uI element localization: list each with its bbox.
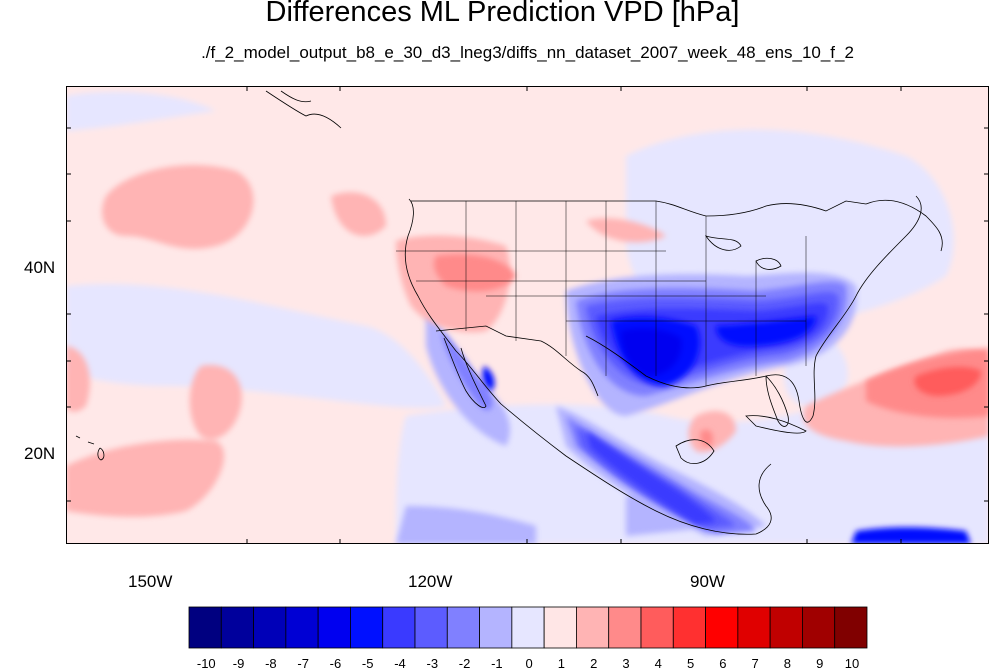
colorbar-swatch	[769, 606, 803, 649]
lon-label-120w: 120W	[408, 572, 453, 591]
colorbar-swatch	[640, 606, 674, 649]
lat-label-20n: 20N	[24, 444, 56, 463]
colorbar-swatch	[285, 606, 319, 649]
colorbar-swatch	[317, 606, 351, 649]
map-svg	[56, 76, 999, 554]
colorbar-tick-label: 8	[783, 656, 792, 671]
colorbar-tick-label: 7	[751, 656, 759, 671]
coastlines	[75, 90, 943, 535]
colorbar-swatch	[188, 606, 222, 649]
state-borders	[396, 201, 807, 386]
colorbar-tick-label: -7	[297, 656, 309, 671]
colorbar-tick-label: -4	[394, 656, 406, 671]
colorbar-tick-label: -3	[426, 656, 439, 671]
contour-neg7	[621, 328, 682, 376]
colorbar-swatch	[220, 606, 254, 649]
colorbar-swatch	[511, 606, 545, 649]
colorbar-swatch	[543, 606, 577, 649]
colorbar-tick-label: 9	[816, 656, 824, 671]
lon-label-150w: 150W	[128, 572, 173, 591]
colorbar-tick-label: 6	[719, 656, 727, 671]
colorbar-tick-label: -5	[361, 656, 374, 671]
colorbar-swatch	[705, 606, 739, 649]
colorbar-tick-label: 5	[686, 656, 695, 671]
colorbar-tick-label: 10	[844, 656, 860, 671]
colorbar-tick-label: -2	[458, 656, 471, 671]
colorbar-swatch	[350, 606, 384, 649]
colorbar-tick-label: -1	[491, 656, 503, 671]
colorbar-swatch	[382, 606, 416, 649]
colorbar-tick-label: -10	[196, 656, 216, 671]
colorbar-tick-label: -6	[329, 656, 342, 671]
lat-label-40n: 40N	[24, 258, 56, 277]
colorbar-swatch	[802, 606, 836, 649]
contour-pos3	[914, 366, 981, 396]
colorbar-swatch	[414, 606, 448, 649]
colorbar-swatch	[479, 606, 513, 649]
colorbar-tick-label: 2	[590, 656, 598, 671]
colorbar-swatch	[446, 606, 480, 649]
colorbar-tick-label: 0	[525, 656, 533, 671]
colorbar-swatch	[672, 606, 706, 649]
colorbar-tick-label: 1	[557, 656, 566, 671]
colorbar-swatch	[576, 606, 610, 649]
colorbar-tick-label: 3	[622, 656, 630, 671]
colorbar	[188, 606, 868, 649]
contour-neg1	[66, 91, 989, 544]
lon-label-90w: 90W	[690, 572, 725, 591]
colorbar-swatch	[253, 606, 287, 649]
colorbar-tick-label: 4	[654, 656, 662, 671]
map-title: Differences ML Prediction VPD [hPa]	[265, 0, 740, 28]
colorbar-tick-label: -9	[232, 656, 245, 671]
colorbar-swatch	[834, 606, 868, 649]
colorbar-swatch	[737, 606, 771, 649]
colorbar-swatch	[608, 606, 642, 649]
map-subtitle: ./f_2_model_output_b8_e_30_d3_lneg3/diff…	[201, 43, 854, 62]
vpd-difference-map	[56, 76, 999, 554]
colorbar-tick-label: -8	[265, 656, 277, 671]
